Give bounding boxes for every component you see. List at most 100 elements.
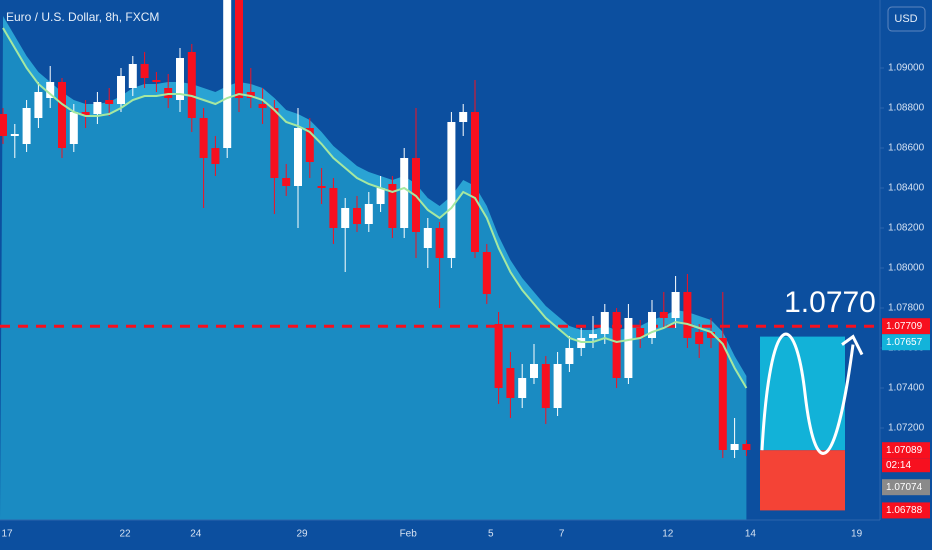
price-tag [882,502,930,519]
price-tag-label: 1.06788 [886,505,923,516]
x-tick-label: 29 [296,529,308,540]
candle-body [612,312,621,378]
candle-body [22,108,31,144]
moving-average [2,27,748,389]
candle-body [46,82,55,98]
candle-body [117,76,125,104]
y-tick-label: 1.09000 [888,63,925,74]
x-tick-label: 7 [559,529,565,540]
price-tag [882,318,930,335]
price-tag-label: 1.07089 [886,445,923,456]
price-tag-label: 1.07074 [886,482,923,493]
x-tick-label: Feb [400,529,418,540]
candle-body [518,378,527,398]
countdown-bg [882,458,930,473]
candle-body [341,208,350,228]
candle-body [624,318,633,378]
candle-body [199,118,208,158]
candle-body [400,158,409,228]
candle-body [294,128,302,186]
candle-body [258,104,267,108]
candle-body [530,364,538,378]
candle-body [34,92,43,118]
candle-body [364,204,373,224]
candle-body [506,368,515,398]
arrow-head [841,334,864,356]
candle-body [600,312,609,334]
candle-body [93,102,102,114]
candle-body [707,332,715,338]
candle-body [423,228,432,248]
y-tick-label: 1.08600 [888,143,925,154]
y-tick-label: 1.07200 [888,423,925,434]
projection-arrow [760,332,855,455]
candle-body [305,128,314,162]
candle-body [648,312,656,338]
candle-body [553,364,562,408]
currency-button[interactable] [887,6,926,32]
candle-body [376,188,385,204]
y-tick-label: 1.08400 [888,183,925,194]
candle-body [695,332,704,344]
y-tick-label: 1.07400 [888,383,925,394]
candle-body [541,364,550,408]
price-tag-label: 1.07709 [886,321,923,332]
candle-body [447,122,456,258]
price-tag [882,334,930,351]
x-tick-label: 22 [119,529,131,540]
candle-body [565,348,574,364]
plot-area [0,0,880,520]
candle-body [140,64,149,78]
candle-body [683,292,692,338]
candle-body [223,0,232,149]
candle-body [152,80,161,82]
candle-body [494,324,503,388]
candle-body [58,82,66,148]
candle-body [671,292,680,318]
y-tick-label: 1.08800 [888,103,925,114]
candle-body [459,112,468,122]
annotation: 1.0770 [784,286,876,319]
candle-body [482,252,491,294]
x-tick-label: 5 [488,529,494,540]
x-tick-label: 17 [1,529,13,540]
candle-body [718,338,727,450]
candle-body [81,112,90,116]
candle-body [589,334,597,338]
x-tick-label: 14 [745,529,757,540]
candle-body [10,134,19,136]
candle-body [0,114,7,136]
y-tick-label: 1.08000 [888,263,925,274]
candle-body [636,328,645,338]
price-tag-label: 1.07657 [886,337,923,348]
projection-box [760,450,845,511]
x-tick-label: 19 [851,529,863,540]
candle-body [471,112,479,252]
currency-label: USD [894,13,917,25]
candle-body [187,52,196,118]
candle-body [730,444,739,450]
countdown: 02:14 [886,460,911,471]
candle-body [235,0,243,99]
candle-body [742,444,751,450]
candle-body [176,58,184,100]
candle-body [128,64,137,88]
candle-body [388,184,397,228]
y-tick-label: 1.07800 [888,303,925,314]
y-tick-label: 1.08200 [888,223,925,234]
candle-body [270,108,279,178]
candle-body [282,178,291,186]
candle-body [435,228,444,258]
candle-body [317,186,326,188]
candle-body [353,208,361,224]
candle-body [329,188,338,228]
price-tag [882,442,930,459]
x-tick-label: 24 [190,529,202,540]
candle-body [105,100,114,104]
x-tick-label: 12 [662,529,674,540]
candle-body [659,312,668,318]
candle-body [211,148,220,164]
candle-body [69,112,78,144]
chart-title: Euro / U.S. Dollar, 8h, FXCM [6,10,159,24]
